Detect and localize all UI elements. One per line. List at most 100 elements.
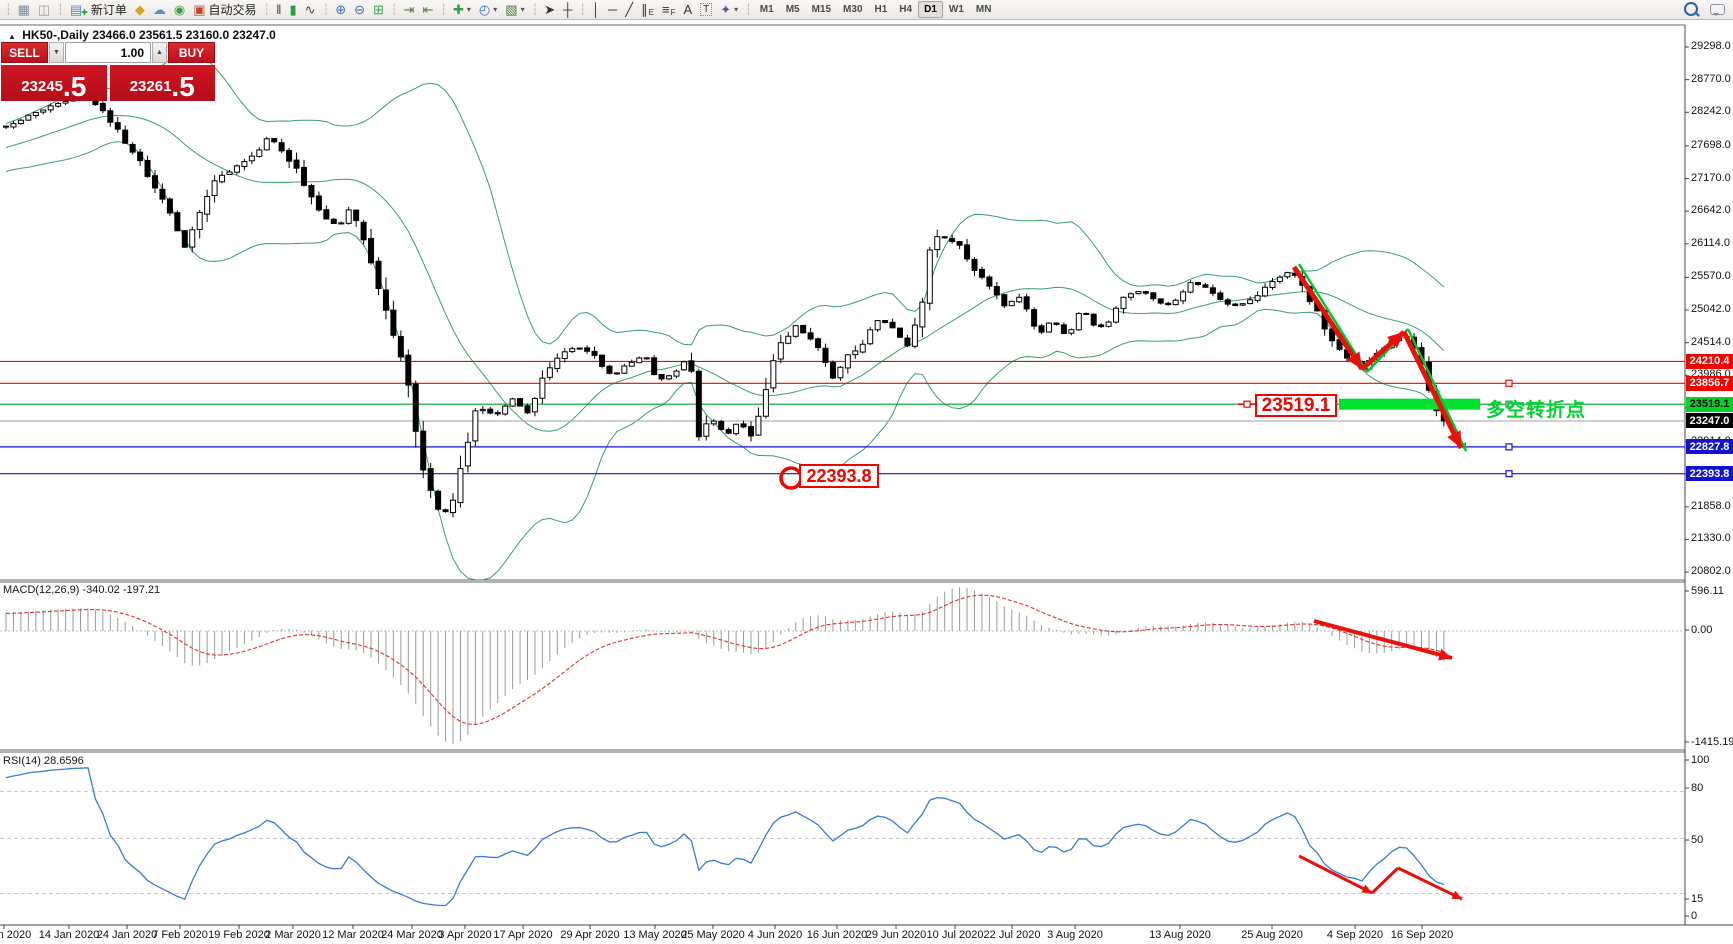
toolbar-channel-button[interactable]: ∥ E	[637, 1, 658, 19]
toolbar-trend-line-button[interactable]: ╱	[621, 1, 637, 19]
macd-scale-label: 596.11	[1691, 585, 1724, 597]
toolbar-profiles-button[interactable]: ◫	[34, 1, 54, 19]
pivot-annotation-text[interactable]: 多空转折点	[1486, 400, 1587, 421]
horizontal-line-icon: ─	[608, 2, 618, 17]
toolbar-candle-chart-button[interactable]: ▮	[286, 1, 301, 19]
toolbar-cursor-button[interactable]: ➤	[540, 1, 559, 19]
toolbar-new-order-button[interactable]: ▤ ✚ 新订单	[66, 1, 131, 19]
timeframe-M1-button[interactable]: M1	[759, 4, 774, 15]
templates-dropdown-icon[interactable]: ▾	[520, 5, 525, 14]
date-axis-label: 29 Jun 2020	[865, 929, 927, 941]
price-axis-label: 29298.0	[1691, 40, 1731, 52]
timeframe-W1-button[interactable]: W1	[948, 4, 964, 15]
price-axis-label: 25042.0	[1691, 303, 1731, 316]
toolbar-periods-button[interactable]: ◴ ▾	[475, 1, 501, 19]
date-axis-label: 3 Aug 2020	[1047, 929, 1103, 941]
styles-icon: ◆	[134, 2, 145, 17]
price-axis-label: 28770.0	[1691, 72, 1731, 85]
toolbar-text-button[interactable]: A	[679, 1, 696, 19]
toolbar-group-grip: ┆	[440, 4, 447, 16]
volume-input[interactable]	[65, 42, 151, 63]
toolbar-market-watch-button[interactable]: ☁	[149, 1, 170, 19]
rsi-scale-label: 100	[1691, 754, 1710, 766]
toolbar-text-label-button[interactable]: T	[696, 1, 716, 19]
buy-button[interactable]: BUY	[168, 42, 215, 63]
timeframe-M30-button[interactable]: M30	[843, 4, 863, 15]
cursor-icon: ➤	[544, 2, 556, 17]
sell-price-main: 23245	[21, 78, 63, 95]
bar-chart-icon: ǁ	[276, 2, 282, 17]
fibonacci-sub-icon: F	[670, 8, 676, 17]
periods-dropdown-icon[interactable]: ▾	[493, 5, 498, 14]
buy-price-box[interactable]: 23261 .5	[109, 65, 215, 101]
toolbar-horizontal-line-button[interactable]: ─	[604, 1, 621, 19]
price-axis-label: 25570.0	[1691, 270, 1731, 283]
timeframe-M5-button[interactable]: M5	[785, 4, 800, 15]
toolbar-arrows-button[interactable]: ✦ ▾	[716, 1, 742, 19]
timeframe-M15-button[interactable]: M15	[811, 4, 832, 15]
toolbar-signals-button[interactable]: ◉	[170, 1, 189, 19]
toolbar-zoom-out-button[interactable]: ⊖	[350, 1, 369, 19]
date-axis-label: 24 Mar 2020	[381, 929, 443, 941]
volume-decrease-button[interactable]: ▼	[49, 42, 64, 63]
chart-symbol-icon: ▲	[8, 32, 16, 41]
price-tag: 24210.4	[1686, 353, 1733, 369]
price-axis-label: 24514.0	[1691, 335, 1731, 348]
search-icon[interactable]	[1684, 2, 1698, 16]
toolbar-crosshair-button[interactable]: ┼	[559, 1, 576, 19]
price-tag: 23856.7	[1686, 375, 1733, 391]
periods-icon: ◴	[478, 2, 491, 17]
text-icon: A	[683, 2, 693, 17]
timeframe-MN-button[interactable]: MN	[975, 4, 992, 15]
signals-icon: ◉	[173, 2, 186, 17]
toolbar-indicators-button[interactable]: ✚ ▾	[449, 1, 475, 19]
chart-title: ▲ HK50-,Daily 23466.0 23561.5 23160.0 23…	[8, 28, 276, 42]
date-axis-label: 2 Jan 2020	[0, 929, 32, 941]
buy-price-main: 23261	[129, 78, 172, 95]
toolbar-fibonacci-button[interactable]: ≡ F	[658, 1, 679, 19]
toolbar-group-grip: ┆	[579, 4, 586, 16]
macd-scale-label: -1415.19	[1691, 736, 1733, 748]
sell-button[interactable]: SELL	[1, 42, 48, 63]
support-price-callout[interactable]: 22393.8	[799, 464, 879, 488]
price-axis-label: 21858.0	[1691, 499, 1731, 512]
vertical-line-icon: │	[591, 2, 601, 17]
toolbar-vertical-line-button[interactable]: │	[588, 1, 604, 19]
indicators-dropdown-icon[interactable]: ▾	[466, 5, 471, 14]
volume-increase-button[interactable]: ▲	[152, 42, 167, 63]
toolbar-tile-windows-button[interactable]: ⊞	[369, 1, 388, 19]
price-axis-label: 27170.0	[1691, 171, 1731, 184]
toolbar-auto-scroll-button[interactable]: ⇥	[400, 1, 419, 19]
toolbar-chart-shift-button[interactable]: ⇤	[418, 1, 437, 19]
autotrading-icon: ▣	[193, 2, 206, 17]
toolbar-autotrading-button[interactable]: ▣ 自动交易	[189, 1, 260, 19]
fibonacci-icon: ≡	[661, 2, 670, 17]
price-axis-label: 26114.0	[1691, 236, 1730, 249]
toolbar-group-grip: ┆	[57, 4, 64, 16]
price-axis-label: 20802.0	[1691, 565, 1731, 578]
date-axis-label: 16 Sep 2020	[1390, 929, 1454, 941]
toolbar-styles-button[interactable]: ◆	[131, 1, 149, 19]
date-axis-label: 4 Sep 2020	[1326, 929, 1384, 941]
toolbar-templates-button[interactable]: ▧ ▾	[501, 1, 528, 19]
date-axis-label: 14 Jan 2020	[38, 929, 100, 941]
toolbar-new-chart-button[interactable]: ▦	[14, 1, 34, 19]
pivot-price-callout[interactable]: 23519.1	[1255, 394, 1337, 417]
toolbar-line-chart-button[interactable]: ∿	[301, 1, 320, 19]
toolbar-zoom-in-button[interactable]: ⊕	[331, 1, 350, 19]
toolbar-bar-chart-button[interactable]: ǁ	[272, 1, 285, 19]
timeframe-H4-button[interactable]: H4	[899, 4, 913, 15]
chart-symbol-period: HK50-,Daily	[22, 28, 89, 42]
indicators-icon: ✚	[452, 2, 464, 17]
toolbar-right-icons	[1684, 2, 1725, 16]
line-chart-icon: ∿	[304, 2, 316, 17]
timeframe-D1-button[interactable]: D1	[918, 1, 943, 18]
sell-price-box[interactable]: 23245 .5	[1, 65, 107, 101]
rsi-scale-label: 15	[1691, 893, 1704, 905]
chat-icon[interactable]	[1710, 3, 1725, 16]
zoom-in-icon: ⊕	[335, 2, 347, 17]
channel-sub-icon: E	[648, 8, 654, 17]
timeframe-H1-button[interactable]: H1	[874, 4, 888, 15]
zoom-out-icon: ⊖	[354, 2, 366, 17]
arrows-dropdown-icon[interactable]: ▾	[734, 5, 739, 14]
